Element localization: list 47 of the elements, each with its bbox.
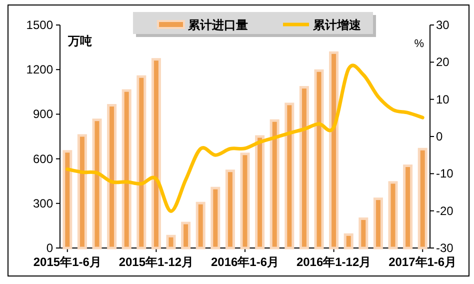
bar bbox=[77, 134, 87, 250]
bar bbox=[107, 104, 117, 250]
x-tick-label: 2015年1-6月 bbox=[33, 255, 102, 269]
y2-tick-label: 30 bbox=[436, 18, 450, 32]
bar bbox=[418, 148, 428, 250]
bar bbox=[196, 202, 206, 250]
bar bbox=[270, 119, 280, 250]
bar bbox=[210, 186, 220, 250]
bar bbox=[62, 150, 72, 250]
x-tick-label: 2017年1-6月 bbox=[388, 255, 457, 269]
bar bbox=[299, 86, 309, 250]
y-tick-label: 1500 bbox=[26, 18, 54, 32]
bar bbox=[136, 75, 146, 250]
legend-label: 累计增速 bbox=[312, 18, 362, 32]
bar bbox=[92, 118, 102, 250]
y2-tick-label: 20 bbox=[436, 55, 450, 70]
legend-label: 累计进口量 bbox=[187, 18, 248, 32]
x-tick-label: 2016年1-6月 bbox=[210, 255, 280, 269]
bar bbox=[329, 51, 339, 250]
y-tick-label: 0 bbox=[46, 241, 54, 255]
bar bbox=[225, 170, 235, 250]
y2-tick-label: 0 bbox=[436, 130, 443, 144]
y-tick-label: 300 bbox=[32, 196, 54, 210]
y-axis-title: 万吨 bbox=[67, 34, 92, 48]
x-tick-label: 2016年1-12月 bbox=[296, 255, 372, 269]
bar bbox=[181, 222, 191, 250]
y-tick-label: 600 bbox=[32, 152, 54, 166]
bar bbox=[344, 233, 354, 250]
bar bbox=[284, 102, 294, 250]
bar bbox=[240, 152, 250, 250]
bar bbox=[358, 217, 368, 250]
bar bbox=[151, 58, 161, 250]
x-tick-label: 2015年1-12月 bbox=[118, 255, 194, 269]
y-tick-label: 1200 bbox=[26, 62, 54, 77]
bar bbox=[255, 135, 265, 250]
bar bbox=[388, 181, 398, 250]
bar bbox=[166, 234, 176, 250]
bar bbox=[373, 198, 383, 250]
y2-tick-label: -20 bbox=[436, 204, 454, 218]
y2-tick-label: -30 bbox=[436, 241, 454, 255]
y2-axis-title: % bbox=[414, 38, 424, 50]
bar bbox=[314, 69, 324, 250]
y2-tick-label: 10 bbox=[436, 92, 450, 106]
y-tick-label: 900 bbox=[32, 107, 54, 122]
bar bbox=[122, 89, 132, 250]
bar bbox=[403, 164, 413, 250]
y2-tick-label: -10 bbox=[436, 166, 454, 181]
